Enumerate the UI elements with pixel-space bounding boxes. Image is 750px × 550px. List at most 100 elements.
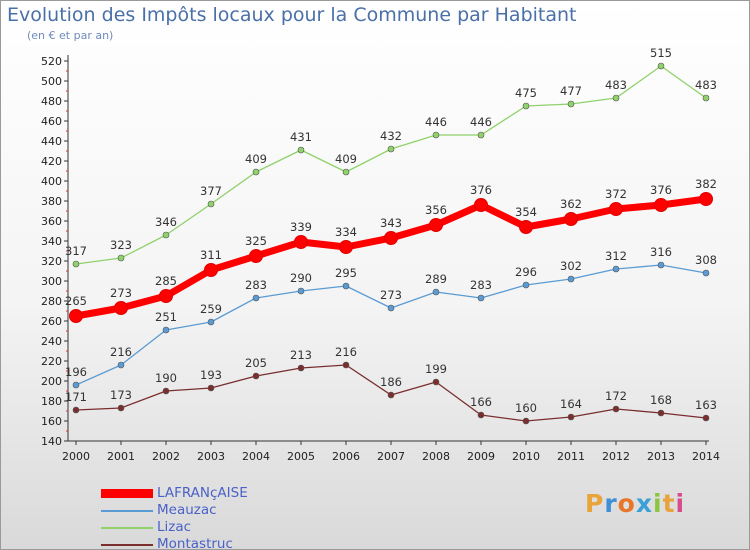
data-label-montastruc: 173 (110, 388, 132, 402)
legend-swatch (101, 510, 153, 512)
data-point-lafran-aise (609, 202, 623, 216)
data-point-meauzac (342, 282, 350, 290)
data-label-montastruc: 172 (605, 389, 627, 403)
data-label-lizac: 377 (200, 184, 222, 198)
data-point-meauzac (432, 288, 440, 296)
data-label-meauzac: 302 (560, 259, 582, 273)
data-point-montastruc (657, 409, 665, 417)
data-label-montastruc: 199 (425, 362, 447, 376)
data-label-lizac: 446 (425, 115, 447, 129)
data-label-montastruc: 205 (245, 356, 267, 370)
data-point-lafran-aise (699, 192, 713, 206)
data-label-lizac: 431 (290, 130, 312, 144)
x-tick-label: 2002 (152, 450, 180, 463)
x-tick-label: 2004 (242, 450, 270, 463)
data-point-lizac (702, 94, 710, 102)
data-point-lafran-aise (294, 235, 308, 249)
data-point-montastruc (72, 406, 80, 414)
data-label-montastruc: 164 (560, 397, 582, 411)
legend-label: LAFRANçAISE (157, 485, 248, 501)
data-point-lizac (162, 231, 170, 239)
x-tick-label: 2011 (557, 450, 585, 463)
data-point-montastruc (342, 361, 350, 369)
data-point-lafran-aise (474, 198, 488, 212)
data-point-montastruc (567, 413, 575, 421)
data-point-montastruc (612, 405, 620, 413)
data-label-lafran-aise: 376 (650, 183, 672, 197)
data-label-montastruc: 213 (290, 348, 312, 362)
y-tick-label: 440 (41, 135, 62, 148)
data-label-lafran-aise: 362 (560, 197, 582, 211)
data-label-lizac: 323 (110, 238, 132, 252)
data-label-meauzac: 296 (515, 265, 537, 279)
data-point-meauzac (162, 326, 170, 334)
y-tick-label: 380 (41, 195, 62, 208)
y-tick-label: 300 (41, 275, 62, 288)
data-point-lizac (297, 146, 305, 154)
y-tick-label: 260 (41, 315, 62, 328)
data-point-montastruc (432, 378, 440, 386)
y-tick-label: 220 (41, 355, 62, 368)
data-label-lizac: 432 (380, 129, 402, 143)
data-point-meauzac (522, 281, 530, 289)
logo-letter: r (604, 489, 618, 518)
x-tick-label: 2003 (197, 450, 225, 463)
y-tick-label: 420 (41, 155, 62, 168)
data-label-lizac: 446 (470, 115, 492, 129)
data-label-meauzac: 273 (380, 288, 402, 302)
data-label-meauzac: 316 (650, 245, 672, 259)
y-tick-label: 280 (41, 295, 62, 308)
legend-swatch (101, 544, 153, 546)
logo-letter: i (653, 489, 663, 518)
data-label-meauzac: 196 (65, 365, 87, 379)
data-point-montastruc (252, 372, 260, 380)
data-label-lizac: 515 (650, 46, 672, 60)
data-point-lafran-aise (654, 198, 668, 212)
logo-letter: o (617, 489, 636, 518)
data-point-montastruc (117, 404, 125, 412)
data-point-lafran-aise (114, 301, 128, 315)
data-point-montastruc (522, 417, 530, 425)
data-label-lafran-aise: 382 (695, 177, 717, 191)
data-label-lizac: 483 (605, 78, 627, 92)
x-tick-label: 2006 (332, 450, 360, 463)
data-label-lafran-aise: 334 (335, 225, 357, 239)
data-label-montastruc: 168 (650, 393, 672, 407)
data-point-lafran-aise (339, 240, 353, 254)
data-point-montastruc (207, 384, 215, 392)
data-point-lizac (72, 260, 80, 268)
chart-subtitle: (en € et par an) (27, 29, 114, 42)
data-point-meauzac (387, 304, 395, 312)
y-tick-label: 140 (41, 435, 62, 448)
data-point-lizac (567, 100, 575, 108)
data-label-lizac: 346 (155, 215, 177, 229)
legend-label: Lizac (157, 519, 192, 535)
x-tick-label: 2010 (512, 450, 540, 463)
y-tick-label: 500 (41, 75, 62, 88)
data-label-montastruc: 193 (200, 368, 222, 382)
data-point-montastruc (297, 364, 305, 372)
data-label-lafran-aise: 273 (110, 286, 132, 300)
data-label-meauzac: 283 (470, 278, 492, 292)
data-label-lizac: 475 (515, 86, 537, 100)
logo-letter: t (662, 489, 676, 518)
data-point-lafran-aise (249, 249, 263, 263)
data-label-lafran-aise: 265 (65, 294, 87, 308)
logo-letter: P (585, 489, 605, 518)
data-label-montastruc: 171 (65, 390, 87, 404)
data-label-meauzac: 295 (335, 266, 357, 280)
data-label-lafran-aise: 339 (290, 220, 312, 234)
data-label-meauzac: 289 (425, 272, 447, 286)
data-label-meauzac: 259 (200, 302, 222, 316)
data-label-meauzac: 308 (695, 253, 717, 267)
data-point-meauzac (657, 261, 665, 269)
data-point-meauzac (117, 361, 125, 369)
data-label-lizac: 477 (560, 84, 582, 98)
data-label-montastruc: 160 (515, 401, 537, 415)
logo-letter: x (635, 489, 653, 518)
legend-label: Montastruc (157, 536, 233, 550)
y-tick-label: 200 (41, 375, 62, 388)
data-point-meauzac (297, 287, 305, 295)
data-label-lafran-aise: 372 (605, 187, 627, 201)
